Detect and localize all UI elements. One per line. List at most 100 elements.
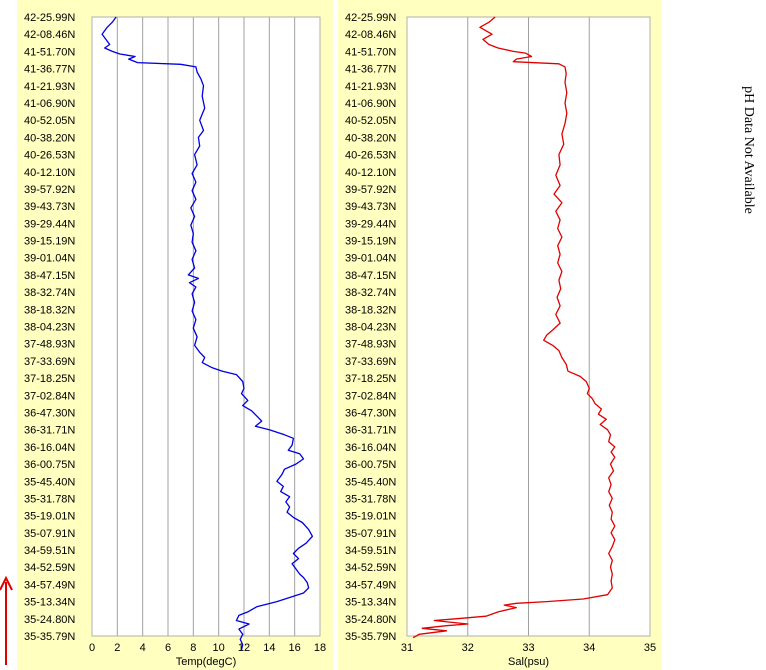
y-tick-label: 38-04.23N	[345, 322, 396, 334]
y-tick-label: 38-32.74N	[24, 287, 75, 299]
y-tick-label: 35-45.40N	[345, 476, 396, 488]
y-tick-label: 35-13.34N	[24, 597, 75, 609]
y-tick-label: 36-47.30N	[345, 407, 396, 419]
y-tick-label: 38-04.23N	[24, 322, 75, 334]
y-tick-label: 35-35.79N	[345, 631, 396, 643]
x-tick-label: 31	[401, 642, 413, 654]
x-tick-label: 14	[263, 642, 275, 654]
plot-frame	[406, 16, 651, 637]
x-axis-label: Sal(psu)	[508, 656, 549, 668]
y-tick-label: 42-25.99N	[345, 12, 396, 24]
y-tick-label: 36-47.30N	[24, 407, 75, 419]
y-tick-label: 35-07.91N	[24, 528, 75, 540]
y-tick-label: 41-51.70N	[345, 46, 396, 58]
y-tick-label: 39-01.04N	[345, 253, 396, 265]
y-tick-label: 40-52.05N	[24, 115, 75, 127]
x-tick-label: 4	[140, 642, 146, 654]
x-tick-label: 2	[114, 642, 120, 654]
y-tick-label: 35-19.01N	[345, 511, 396, 523]
y-tick-label: 36-31.71N	[345, 425, 396, 437]
x-tick-label: 8	[190, 642, 196, 654]
y-tick-label: 35-45.40N	[24, 476, 75, 488]
y-tick-label: 35-31.78N	[24, 493, 75, 505]
y-tick-label: 40-38.20N	[24, 132, 75, 144]
y-tick-label: 39-57.92N	[345, 184, 396, 196]
y-tick-label: 37-02.84N	[24, 390, 75, 402]
x-tick-label: 35	[644, 642, 656, 654]
y-tick-label: 42-08.46N	[24, 29, 75, 41]
arrow-head	[0, 575, 13, 591]
plot-frame	[91, 16, 321, 637]
y-tick-label: 36-16.04N	[24, 442, 75, 454]
y-tick-label: 42-08.46N	[345, 29, 396, 41]
y-tick-label: 40-26.53N	[24, 150, 75, 162]
y-tick-label: 34-52.59N	[345, 562, 396, 574]
x-tick-label: 16	[289, 642, 301, 654]
salinity-panel: 42-25.99N 42-08.46N 41-51.70N 41-36.77N 41-2…	[338, 0, 662, 670]
y-tick-label: 37-02.84N	[345, 390, 396, 402]
temperature-series-line	[101, 16, 314, 650]
y-tick-label: 37-18.25N	[345, 373, 396, 385]
y-tick-label: 35-24.80N	[24, 614, 75, 626]
temperature-panel: 42-25.99N 42-08.46N 41-51.70N 41-36.77N 41-2…	[17, 0, 333, 670]
y-tick-label: 34-59.51N	[345, 545, 396, 557]
y-tick-label: 39-57.92N	[24, 184, 75, 196]
y-tick-label: 34-57.49N	[24, 579, 75, 591]
y-tick-label: 37-48.93N	[345, 339, 396, 351]
y-tick-label: 37-33.69N	[24, 356, 75, 368]
y-tick-label: 39-29.44N	[345, 218, 396, 230]
x-axis-label: Temp(degC)	[176, 656, 237, 668]
y-tick-label: 40-38.20N	[345, 132, 396, 144]
y-tick-label: 38-32.74N	[345, 287, 396, 299]
y-tick-label: 40-52.05N	[345, 115, 396, 127]
y-tick-label: 38-18.32N	[345, 304, 396, 316]
x-tick-label: 32	[462, 642, 474, 654]
y-tick-label: 40-12.10N	[24, 167, 75, 179]
y-tick-label: 41-21.93N	[24, 81, 75, 93]
plot-area	[92, 17, 320, 636]
y-tick-label: 41-36.77N	[24, 64, 75, 76]
y-tick-label: 41-06.90N	[24, 98, 75, 110]
y-tick-label: 40-26.53N	[345, 150, 396, 162]
y-tick-label: 34-52.59N	[24, 562, 75, 574]
y-tick-label: 40-12.10N	[345, 167, 396, 179]
x-tick-label: 18	[314, 642, 326, 654]
y-tick-label: 35-19.01N	[24, 511, 75, 523]
y-tick-label: 38-18.32N	[24, 304, 75, 316]
y-tick-label: 41-36.77N	[345, 64, 396, 76]
x-tick-label: 0	[89, 642, 95, 654]
y-tick-label: 36-16.04N	[345, 442, 396, 454]
y-tick-label: 35-24.80N	[345, 614, 396, 626]
y-tick-label: 38-47.15N	[24, 270, 75, 282]
y-tick-label: 39-29.44N	[24, 218, 75, 230]
x-tick-label: 12	[238, 642, 250, 654]
y-tick-label: 37-48.93N	[24, 339, 75, 351]
y-tick-label: 37-18.25N	[24, 373, 75, 385]
y-tick-label: 39-43.73N	[345, 201, 396, 213]
y-tick-label: 41-51.70N	[24, 46, 75, 58]
y-tick-label: 36-31.71N	[24, 425, 75, 437]
y-tick-label: 35-07.91N	[345, 528, 396, 540]
y-tick-label: 39-15.19N	[24, 236, 75, 248]
x-tick-label: 6	[165, 642, 171, 654]
y-tick-label: 34-57.49N	[345, 579, 396, 591]
y-tick-label: 35-31.78N	[345, 493, 396, 505]
salinity-series-line	[412, 16, 616, 639]
y-tick-label: 41-21.93N	[345, 81, 396, 93]
x-tick-label: 10	[213, 642, 225, 654]
x-tick-label: 34	[583, 642, 595, 654]
ph-unavailable-note: pH Data Not Available	[741, 86, 756, 214]
y-tick-label: 38-47.15N	[345, 270, 396, 282]
y-tick-label: 39-43.73N	[24, 201, 75, 213]
y-tick-label: 41-06.90N	[345, 98, 396, 110]
y-tick-label: 36-00.75N	[24, 459, 75, 471]
y-tick-label: 37-33.69N	[345, 356, 396, 368]
y-tick-label: 39-15.19N	[345, 236, 396, 248]
y-tick-label: 39-01.04N	[24, 253, 75, 265]
y-tick-label: 35-13.34N	[345, 597, 396, 609]
y-tick-label: 35-35.79N	[24, 631, 75, 643]
y-tick-label: 34-59.51N	[24, 545, 75, 557]
x-tick-label: 33	[522, 642, 534, 654]
y-tick-label: 42-25.99N	[24, 12, 75, 24]
